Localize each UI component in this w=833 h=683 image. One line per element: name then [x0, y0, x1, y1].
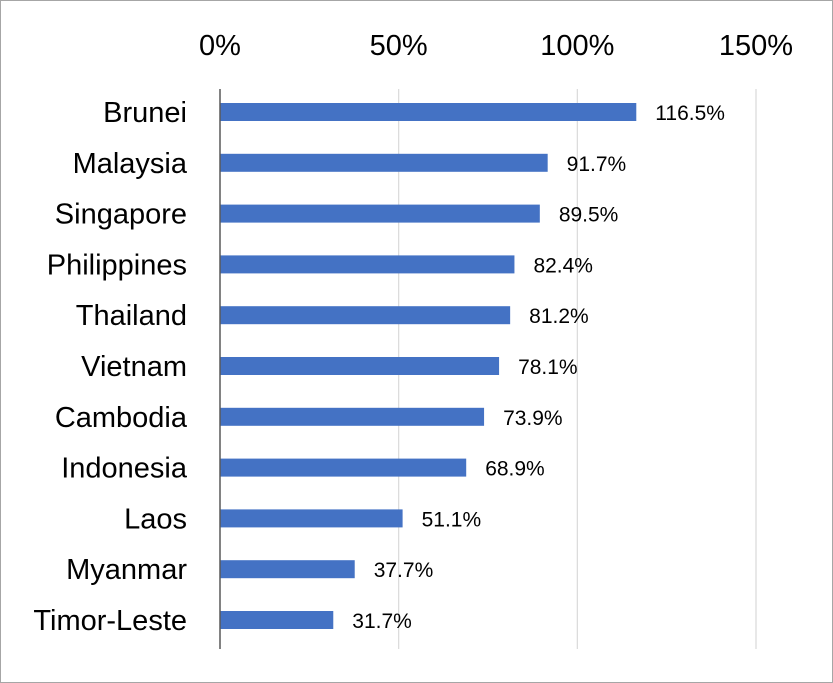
- category-label: Thailand: [76, 300, 187, 332]
- bar: [220, 153, 548, 172]
- category-label: Laos: [124, 503, 187, 535]
- bar: [220, 560, 355, 579]
- category-labels: Brunei Malaysia Singapore Philippines Thaila…: [33, 97, 187, 637]
- data-label: 68.9%: [485, 458, 545, 481]
- bar: [220, 509, 403, 528]
- data-label: 51.1%: [422, 508, 482, 531]
- data-label: 31.7%: [352, 610, 412, 633]
- x-tick-label: 150%: [719, 30, 793, 62]
- category-label: Malaysia: [73, 148, 188, 180]
- category-label: Vietnam: [81, 351, 187, 383]
- data-label: 78.1%: [518, 356, 578, 379]
- data-label: 81.2%: [529, 305, 589, 328]
- data-label: 82.4%: [533, 254, 593, 277]
- x-tick-labels: 0% 50% 100% 150%: [199, 30, 793, 62]
- bar: [220, 204, 540, 223]
- data-label: 91.7%: [567, 153, 627, 176]
- category-label: Timor-Leste: [33, 605, 187, 637]
- x-tick-label: 50%: [370, 30, 428, 62]
- x-tick-label: 0%: [199, 30, 241, 62]
- category-label: Cambodia: [55, 402, 188, 434]
- data-label: 89.5%: [559, 204, 619, 227]
- data-label: 73.9%: [503, 407, 563, 430]
- data-label: 37.7%: [374, 559, 434, 582]
- category-label: Brunei: [103, 97, 187, 129]
- category-label: Indonesia: [61, 453, 188, 485]
- bar: [220, 611, 334, 629]
- bar: [220, 458, 467, 477]
- category-label: Singapore: [55, 199, 187, 231]
- bar: [220, 103, 637, 121]
- bar: [220, 407, 485, 426]
- bars: [220, 103, 637, 629]
- data-labels: 116.5% 91.7% 89.5% 82.4% 81.2% 78.1% 73.9% 68.9…: [352, 102, 725, 633]
- bar: [220, 255, 515, 274]
- category-label: Myanmar: [66, 554, 187, 586]
- x-tick-label: 100%: [540, 30, 614, 62]
- category-label: Philippines: [47, 249, 187, 281]
- data-label: 116.5%: [655, 102, 725, 125]
- bar: [220, 306, 511, 325]
- bar: [220, 357, 500, 375]
